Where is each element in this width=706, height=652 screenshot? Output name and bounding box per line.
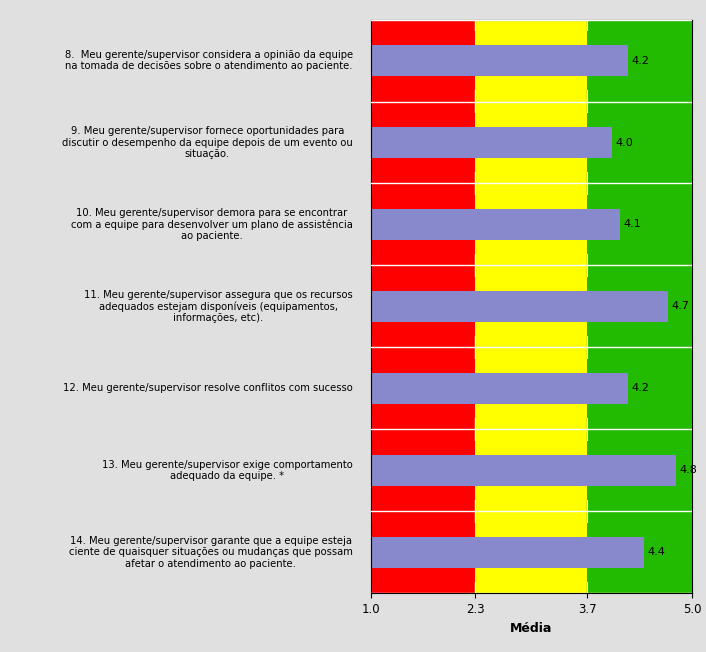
Bar — [587, 523, 692, 582]
Text: 14. Meu gerente/supervisor garante que a equipe esteja
ciente de quaisquer situa: 14. Meu gerente/supervisor garante que a… — [68, 536, 353, 569]
Bar — [475, 31, 587, 90]
Bar — [371, 523, 475, 582]
Bar — [371, 373, 628, 404]
Text: 4.7: 4.7 — [672, 301, 690, 312]
Bar — [371, 127, 611, 158]
Text: 8.  Meu gerente/supervisor considera a opinião da equipe
na tomada de decisões s: 8. Meu gerente/supervisor considera a op… — [64, 50, 353, 71]
Bar — [371, 20, 475, 593]
Bar — [587, 359, 692, 418]
Bar — [587, 195, 692, 254]
X-axis label: Média: Média — [510, 621, 553, 634]
Bar — [371, 31, 475, 90]
Bar — [475, 20, 587, 593]
Bar — [371, 291, 668, 322]
Bar — [371, 359, 475, 418]
Text: 9. Meu gerente/supervisor fornece oportunidades para
discutir o desempenho da eq: 9. Meu gerente/supervisor fornece oportu… — [62, 126, 353, 159]
Bar — [371, 455, 676, 486]
Bar — [371, 45, 628, 76]
Text: 12. Meu gerente/supervisor resolve conflitos com sucesso: 12. Meu gerente/supervisor resolve confl… — [63, 383, 353, 393]
Text: 4.8: 4.8 — [680, 466, 698, 475]
Bar — [475, 359, 587, 418]
Text: 4.1: 4.1 — [623, 220, 641, 230]
Text: 13. Meu gerente/supervisor exige comportamento
adequado da equipe. *: 13. Meu gerente/supervisor exige comport… — [102, 460, 353, 481]
Bar — [587, 441, 692, 500]
Bar — [475, 113, 587, 172]
Bar — [475, 195, 587, 254]
Bar — [371, 209, 620, 240]
Bar — [371, 113, 475, 172]
Text: 4.2: 4.2 — [632, 55, 650, 66]
Text: 11. Meu gerente/supervisor assegura que os recursos
adequados estejam disponívei: 11. Meu gerente/supervisor assegura que … — [84, 289, 353, 323]
Bar — [371, 195, 475, 254]
Text: 10. Meu gerente/supervisor demora para se encontrar
com a equipe para desenvolve: 10. Meu gerente/supervisor demora para s… — [71, 207, 353, 241]
Bar — [475, 523, 587, 582]
Text: 4.4: 4.4 — [647, 547, 666, 557]
Text: 4.0: 4.0 — [616, 138, 633, 147]
Bar — [587, 113, 692, 172]
Bar — [371, 277, 475, 336]
Bar — [475, 441, 587, 500]
Bar — [475, 277, 587, 336]
Text: 4.2: 4.2 — [632, 383, 650, 393]
Bar — [371, 441, 475, 500]
Bar — [587, 277, 692, 336]
Bar — [371, 537, 644, 568]
Bar — [587, 31, 692, 90]
Bar — [587, 20, 692, 593]
